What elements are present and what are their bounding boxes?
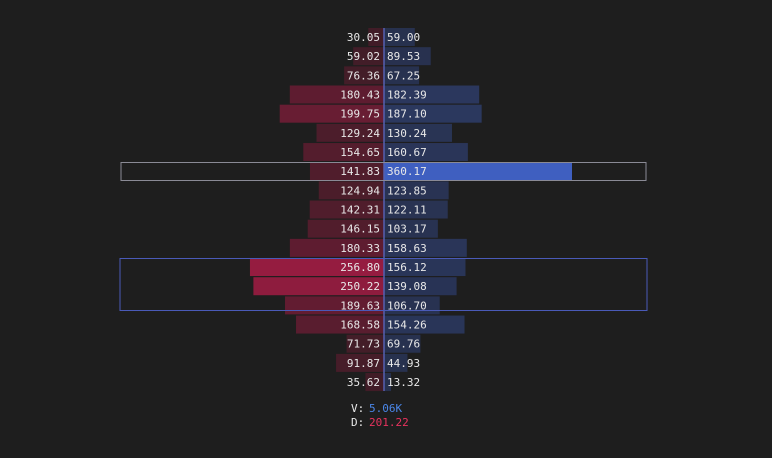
value-label: 160.67 xyxy=(387,146,427,159)
value-label: 250.22 xyxy=(340,280,380,293)
right-bar xyxy=(384,296,440,315)
value-label: 59.00 xyxy=(387,31,420,44)
left-bar xyxy=(316,123,384,142)
value-label: 122.11 xyxy=(387,204,427,217)
right-bar xyxy=(384,200,448,219)
right-bar xyxy=(384,28,415,46)
value-label: 187.10 xyxy=(387,108,427,121)
left-bar xyxy=(368,28,384,46)
right-bar xyxy=(384,104,482,123)
value-label: 13.32 xyxy=(387,376,420,389)
value-label: 182.39 xyxy=(387,89,427,102)
value-label: 154.65 xyxy=(340,146,380,159)
value-label: 30.05 xyxy=(347,31,380,44)
left-bar xyxy=(289,85,384,104)
value-label: 106.70 xyxy=(387,299,427,312)
right-bar xyxy=(384,277,457,296)
value-label: 67.25 xyxy=(387,69,420,82)
left-bar xyxy=(285,296,384,315)
value-label: 103.17 xyxy=(387,223,427,236)
value-label: 154.26 xyxy=(387,319,427,332)
left-bar xyxy=(353,47,384,66)
left-bar xyxy=(279,104,384,123)
value-label: 35.62 xyxy=(347,376,380,389)
left-bar xyxy=(307,219,384,238)
left-bar xyxy=(296,315,384,334)
value-label: 130.24 xyxy=(387,127,427,140)
value-label: 91.87 xyxy=(347,357,380,370)
selection-box xyxy=(119,258,648,311)
value-label: 156.12 xyxy=(387,261,427,274)
left-bar xyxy=(344,66,384,85)
left-bar xyxy=(318,181,384,200)
value-label: 256.80 xyxy=(340,261,380,274)
right-bar xyxy=(384,258,466,277)
value-label: 44.93 xyxy=(387,357,420,370)
right-bar xyxy=(384,162,572,181)
right-bar xyxy=(384,66,420,85)
value-label: 89.53 xyxy=(387,50,420,63)
footer-value: 201.22 xyxy=(369,416,409,429)
value-label: 199.75 xyxy=(340,108,380,121)
right-bar xyxy=(384,219,438,238)
value-label: 158.63 xyxy=(387,242,427,255)
value-label: 189.63 xyxy=(340,299,380,312)
footer-label: V: xyxy=(351,402,364,415)
value-label: 124.94 xyxy=(340,184,380,197)
right-bar xyxy=(384,334,421,353)
bars xyxy=(249,28,572,392)
footer-label: D: xyxy=(351,416,364,429)
right-bar xyxy=(384,353,408,372)
left-bar xyxy=(309,200,384,219)
right-bar xyxy=(384,373,391,392)
footer-value: 5.06K xyxy=(369,402,402,415)
left-bar xyxy=(289,238,384,257)
right-bar xyxy=(384,123,452,142)
right-bar xyxy=(384,47,431,66)
value-label: 141.83 xyxy=(340,165,380,178)
value-label: 71.73 xyxy=(347,338,380,351)
value-label: 180.43 xyxy=(340,89,380,102)
left-bar xyxy=(365,373,384,392)
value-label: 180.33 xyxy=(340,242,380,255)
left-bar xyxy=(249,258,384,277)
right-bar xyxy=(384,181,449,200)
value-label: 123.85 xyxy=(387,184,427,197)
labels: 30.05 59.02 76.36 180.43 199.75 129.24 154.65 1… xyxy=(340,31,427,389)
right-bar xyxy=(384,315,465,334)
value-label: 76.36 xyxy=(347,69,380,82)
value-label: 146.15 xyxy=(340,223,380,236)
left-bar xyxy=(336,353,384,372)
left-bar xyxy=(303,143,384,162)
left-bar xyxy=(309,162,384,181)
value-label: 360.17 xyxy=(387,165,427,178)
value-label: 168.58 xyxy=(340,319,380,332)
left-bar xyxy=(253,277,384,296)
value-label: 142.31 xyxy=(340,204,380,217)
value-label: 129.24 xyxy=(340,127,380,140)
highlight-box xyxy=(120,162,647,181)
left-bar xyxy=(346,334,384,353)
right-bar xyxy=(384,143,468,162)
right-bar xyxy=(384,85,480,104)
value-label: 139.08 xyxy=(387,280,427,293)
value-label: 59.02 xyxy=(347,50,380,63)
value-label: 69.76 xyxy=(387,338,420,351)
right-bar xyxy=(384,238,467,257)
